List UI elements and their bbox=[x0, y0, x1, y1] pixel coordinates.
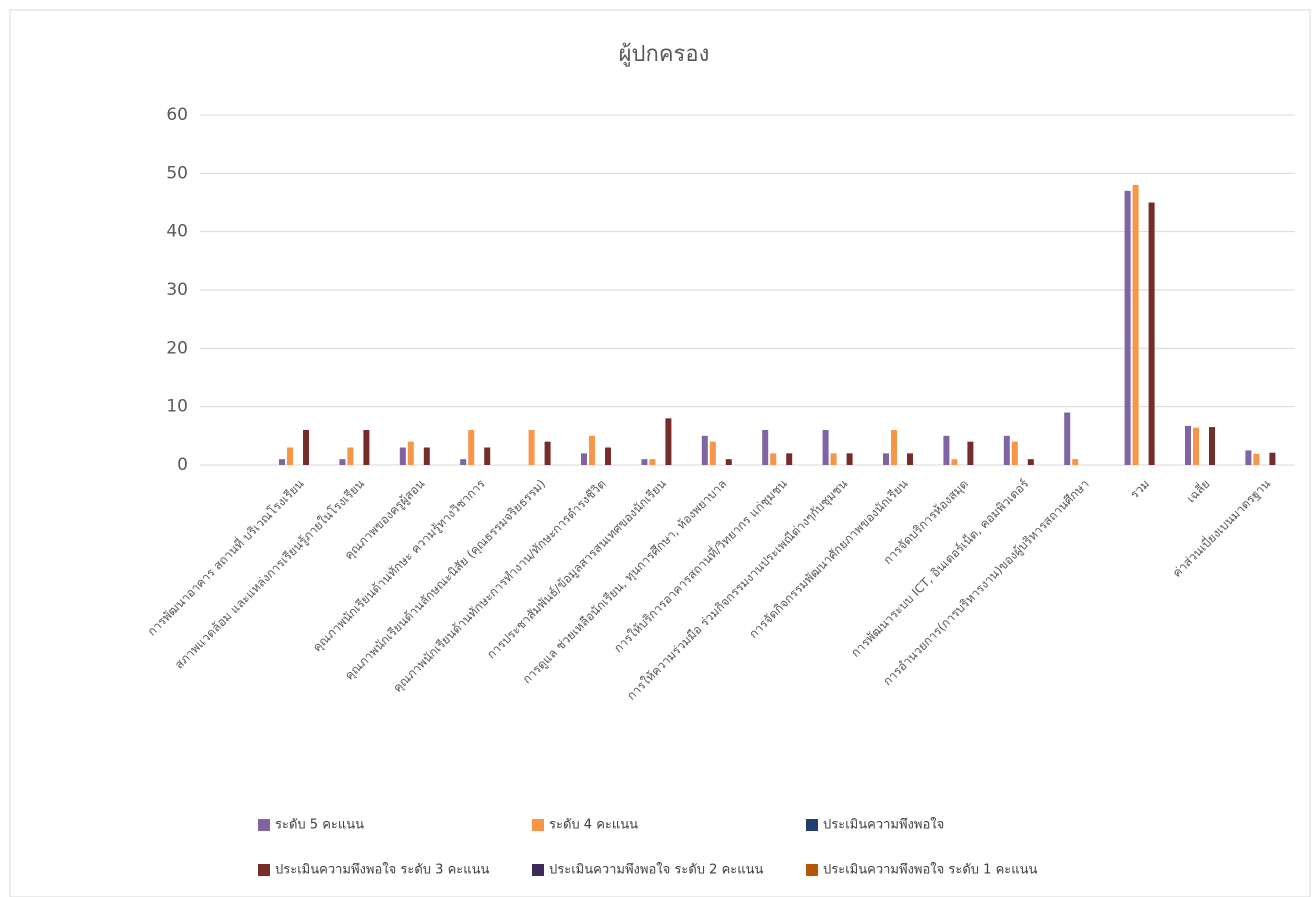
chart-title: ผู้ปกครอง bbox=[619, 42, 710, 67]
bar bbox=[1193, 427, 1199, 465]
legend-swatch bbox=[532, 864, 544, 876]
bar bbox=[822, 430, 829, 465]
bar bbox=[460, 459, 467, 465]
bar bbox=[1245, 450, 1252, 465]
bar bbox=[468, 430, 475, 465]
bar bbox=[1027, 459, 1034, 465]
bar bbox=[407, 441, 414, 465]
bar bbox=[1064, 412, 1071, 465]
bar bbox=[770, 453, 777, 465]
bar bbox=[883, 453, 889, 465]
bar bbox=[303, 430, 309, 465]
bar bbox=[1269, 452, 1276, 465]
bar bbox=[544, 441, 551, 465]
bar bbox=[891, 430, 897, 465]
legend-swatch bbox=[806, 864, 818, 876]
bar bbox=[830, 453, 837, 465]
bar bbox=[1132, 185, 1139, 465]
legend-swatch bbox=[258, 864, 270, 876]
bar bbox=[709, 441, 716, 465]
bar bbox=[1011, 441, 1018, 465]
bar bbox=[581, 453, 587, 465]
legend-label: ระดับ 4 คะแนน bbox=[549, 818, 638, 833]
bar bbox=[363, 430, 370, 465]
bar bbox=[951, 459, 958, 465]
legend-label: ระดับ 5 คะแนน bbox=[275, 818, 364, 833]
bar bbox=[1003, 435, 1010, 465]
bar bbox=[649, 459, 656, 465]
legend-swatch bbox=[806, 819, 818, 831]
bar bbox=[1072, 459, 1079, 465]
chart-frame bbox=[9, 9, 1311, 897]
bar bbox=[287, 447, 293, 465]
y-tick-label: 20 bbox=[166, 338, 188, 358]
bar bbox=[605, 447, 611, 465]
bar bbox=[1209, 427, 1215, 465]
bar bbox=[339, 459, 346, 465]
bar bbox=[423, 447, 430, 465]
bar bbox=[967, 441, 974, 465]
bar bbox=[701, 435, 708, 465]
legend-swatch bbox=[258, 819, 270, 831]
y-tick-label: 10 bbox=[166, 397, 188, 417]
y-tick-label: 0 bbox=[177, 455, 188, 475]
bar bbox=[589, 435, 595, 465]
legend-label: ประเมินความพึงพอใจ bbox=[823, 817, 944, 833]
y-tick-label: 30 bbox=[166, 280, 188, 300]
legend-label: ประเมินความพึงพอใจ ระดับ 3 คะแนน bbox=[275, 862, 490, 878]
bar bbox=[943, 435, 950, 465]
y-tick-label: 60 bbox=[166, 105, 188, 125]
bar bbox=[641, 459, 648, 465]
bar bbox=[725, 459, 732, 465]
bar bbox=[665, 418, 672, 465]
bar bbox=[1124, 190, 1131, 466]
bar bbox=[1148, 202, 1155, 465]
y-tick-label: 50 bbox=[166, 163, 188, 183]
bar bbox=[762, 430, 769, 465]
bar bbox=[1185, 425, 1191, 465]
bar bbox=[279, 459, 285, 465]
bar bbox=[528, 430, 535, 465]
bar bbox=[399, 447, 406, 465]
bar bbox=[907, 453, 913, 465]
bar bbox=[1253, 453, 1260, 465]
legend-swatch bbox=[532, 819, 544, 831]
legend-label: ประเมินความพึงพอใจ ระดับ 1 คะแนน bbox=[823, 862, 1038, 878]
bar bbox=[347, 447, 354, 465]
legend-label: ประเมินความพึงพอใจ ระดับ 2 คะแนน bbox=[549, 862, 764, 878]
bar bbox=[484, 447, 491, 465]
y-tick-label: 40 bbox=[166, 222, 188, 242]
bar bbox=[786, 453, 793, 465]
bar bbox=[846, 453, 853, 465]
